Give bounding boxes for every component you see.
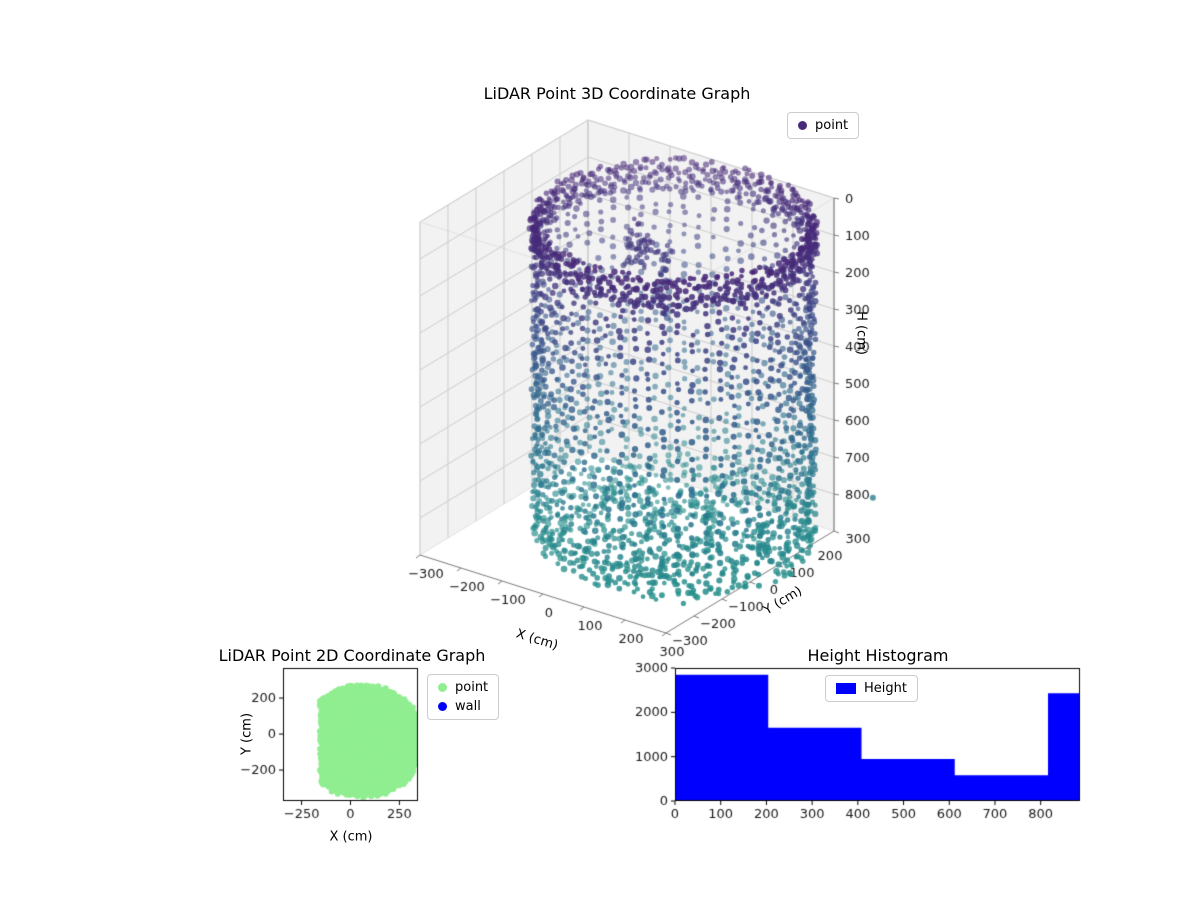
plot2d-xlabel: X (cm) <box>329 829 373 845</box>
hist-legend: Height <box>825 675 918 702</box>
plot3d-legend: point <box>787 112 860 139</box>
plot2d-legend: point wall <box>427 674 500 720</box>
plot3d-zlabel: H (cm) <box>853 311 869 355</box>
scatter-marker-icon <box>438 702 447 711</box>
legend-label-wall: wall <box>455 699 481 714</box>
legend-entry-point: point <box>438 680 488 695</box>
hist-title: Height Histogram <box>807 646 949 665</box>
scatter-marker-icon <box>798 121 807 130</box>
legend-entry-point: point <box>798 118 848 133</box>
bar-swatch-icon <box>836 683 856 694</box>
plot2d-title: LiDAR Point 2D Coordinate Graph <box>218 646 486 665</box>
legend-entry-height: Height <box>836 681 907 696</box>
legend-label-point: point <box>455 680 489 695</box>
scatter-marker-icon <box>438 683 447 692</box>
plot3d-title: LiDAR Point 3D Coordinate Graph <box>483 84 751 103</box>
legend-entry-wall: wall <box>438 699 488 714</box>
plot2d-ylabel: Y (cm) <box>239 712 255 756</box>
legend-label-point: point <box>815 118 849 133</box>
legend-label-height: Height <box>864 681 907 696</box>
